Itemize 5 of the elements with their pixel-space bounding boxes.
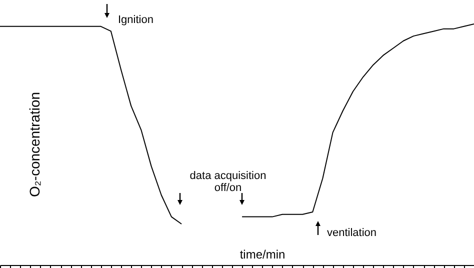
x-axis-title: time/min — [240, 248, 286, 262]
annotation: data acquisition off/on — [190, 170, 266, 194]
y-axis-title: O₂-concentration — [26, 92, 42, 198]
annotation: Ignition — [118, 14, 154, 26]
annotation: ventilation — [327, 227, 377, 239]
